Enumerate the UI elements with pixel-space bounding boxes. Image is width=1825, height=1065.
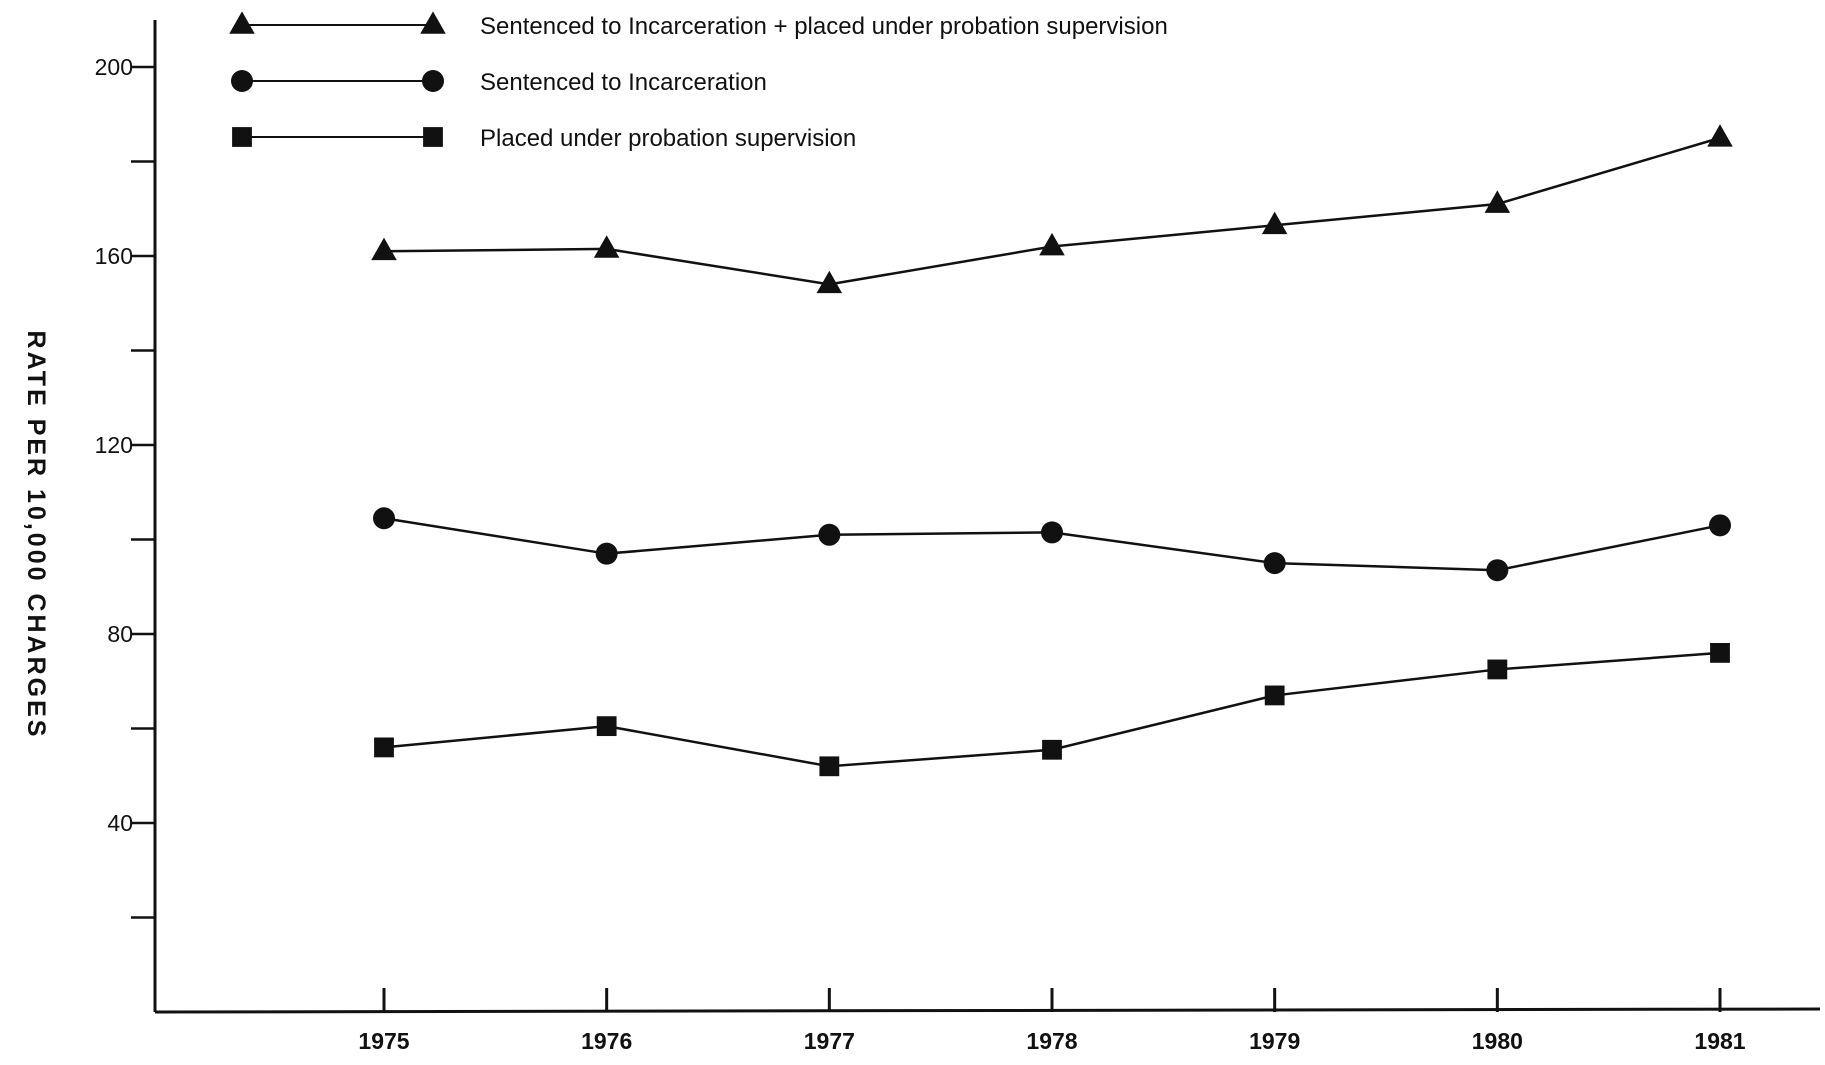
legend-label: Sentenced to Incarceration — [480, 69, 767, 96]
legend-item: Sentenced to Incarceration + placed unde… — [229, 11, 1168, 40]
y-axis-label: RATE PER 10,000 CHARGES — [22, 331, 50, 740]
data-point-triangle — [1039, 232, 1065, 256]
legend-label: Placed under probation supervision — [480, 125, 856, 152]
data-point-triangle — [1707, 124, 1733, 147]
series-circle — [373, 507, 1731, 582]
data-point-square — [1710, 643, 1730, 663]
plot-area — [371, 124, 1733, 777]
x-axis-line — [154, 1007, 1821, 1014]
data-point-circle — [1486, 559, 1509, 582]
data-point-circle — [1041, 521, 1063, 544]
legend: Sentenced to Incarceration + placed unde… — [229, 11, 1168, 152]
data-point-square — [1487, 659, 1508, 680]
y-tick-label: 160 — [95, 243, 133, 269]
legend-marker-square — [423, 127, 443, 147]
series-triangle — [371, 124, 1733, 294]
y-axis-ticks: 40 80 120 160 200 — [95, 54, 155, 919]
data-point-square — [374, 737, 394, 758]
x-tick-label: 1978 — [1026, 1028, 1077, 1054]
y-tick-label: 40 — [107, 810, 133, 836]
legend-marker-circle — [422, 70, 444, 92]
x-axis-ticks: 1975 1976 1977 1978 1979 1980 1981 — [358, 988, 1746, 1054]
series-square — [374, 643, 1730, 777]
legend-item: Sentenced to Incarceration — [231, 69, 767, 96]
x-tick-label: 1981 — [1694, 1028, 1745, 1054]
data-point-triangle — [1484, 190, 1511, 213]
y-tick-label: 200 — [95, 54, 133, 80]
x-tick-label: 1980 — [1472, 1028, 1523, 1054]
data-point-triangle — [593, 235, 620, 258]
data-point-triangle — [371, 237, 397, 261]
data-point-square — [1042, 739, 1062, 760]
data-point-circle — [373, 507, 395, 530]
legend-marker-triangle — [420, 11, 446, 34]
y-tick-label: 80 — [107, 621, 133, 647]
data-point-triangle — [816, 270, 843, 294]
data-point-square — [596, 716, 617, 737]
legend-item: Placed under probation supervision — [232, 125, 856, 152]
data-point-triangle — [1261, 211, 1288, 235]
data-point-circle — [595, 542, 618, 565]
x-tick-label: 1977 — [804, 1028, 855, 1054]
series-line — [383, 136, 1721, 286]
legend-marker-square — [232, 127, 252, 147]
x-tick-label: 1975 — [358, 1028, 409, 1054]
data-point-square — [819, 756, 840, 777]
x-tick-label: 1979 — [1249, 1028, 1300, 1054]
data-point-circle — [1709, 514, 1731, 537]
legend-label: Sentenced to Incarceration + placed unde… — [480, 13, 1168, 40]
y-tick-label: 120 — [95, 432, 133, 458]
data-point-circle — [1263, 552, 1286, 575]
data-point-square — [1264, 685, 1285, 706]
legend-marker-triangle — [229, 11, 255, 34]
legend-marker-circle — [231, 70, 253, 92]
data-point-circle — [818, 523, 841, 546]
axes — [153, 20, 1821, 1014]
x-tick-label: 1976 — [581, 1028, 632, 1054]
